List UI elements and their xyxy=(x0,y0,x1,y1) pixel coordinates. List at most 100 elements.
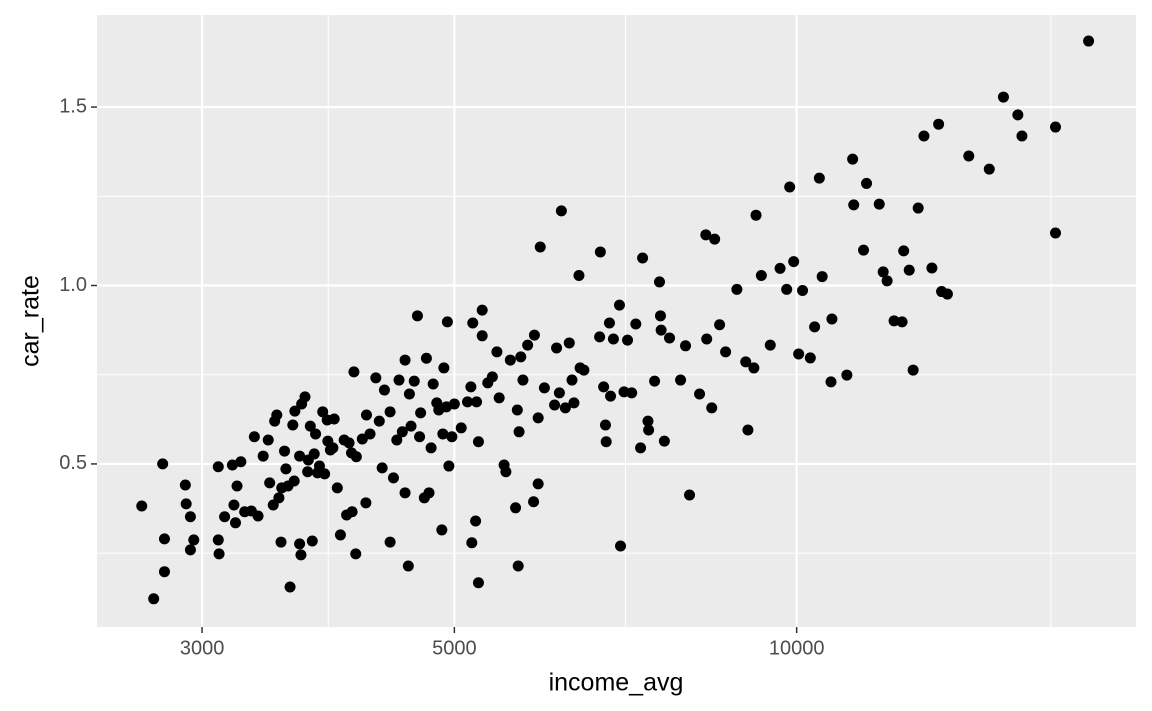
point xyxy=(841,369,853,381)
point xyxy=(781,283,793,295)
point xyxy=(441,316,453,328)
point xyxy=(568,397,580,409)
point xyxy=(373,415,385,427)
point xyxy=(180,498,192,510)
point xyxy=(308,448,320,460)
point xyxy=(933,118,945,130)
point xyxy=(528,496,540,508)
point xyxy=(472,436,484,448)
point xyxy=(402,560,414,572)
point xyxy=(271,409,283,421)
point xyxy=(637,252,649,264)
point xyxy=(510,502,522,514)
point xyxy=(654,276,666,288)
point xyxy=(470,515,482,527)
point xyxy=(694,388,706,400)
point xyxy=(343,437,355,449)
point xyxy=(466,537,478,549)
point xyxy=(684,489,696,501)
point xyxy=(903,264,915,276)
point xyxy=(788,256,800,268)
point xyxy=(288,475,300,487)
point xyxy=(528,329,540,341)
point xyxy=(594,246,606,258)
point xyxy=(731,283,743,295)
point xyxy=(750,209,762,221)
point xyxy=(184,544,196,556)
point xyxy=(310,428,322,440)
point xyxy=(511,404,523,416)
point xyxy=(551,342,563,354)
point xyxy=(364,428,376,440)
point xyxy=(229,517,241,529)
point xyxy=(248,431,260,443)
point xyxy=(427,378,439,390)
point xyxy=(462,396,474,408)
point xyxy=(515,351,527,363)
point xyxy=(748,362,760,374)
point xyxy=(793,348,805,360)
point xyxy=(764,339,776,351)
point xyxy=(448,398,460,410)
point xyxy=(235,456,247,468)
point xyxy=(231,480,243,492)
point xyxy=(188,534,200,546)
point xyxy=(615,540,627,552)
point xyxy=(493,392,505,404)
point xyxy=(226,459,238,471)
point xyxy=(476,304,488,316)
point xyxy=(437,428,449,440)
point xyxy=(888,315,900,327)
point xyxy=(605,390,617,402)
point xyxy=(472,577,484,589)
point xyxy=(532,478,544,490)
point xyxy=(630,318,642,330)
point xyxy=(289,405,301,417)
point xyxy=(360,409,372,421)
point xyxy=(826,313,838,325)
point xyxy=(873,198,885,210)
point xyxy=(212,461,224,473)
point xyxy=(742,424,754,436)
y-tick-label: 1.5 xyxy=(59,95,87,117)
point xyxy=(212,534,224,546)
point xyxy=(467,317,479,329)
point xyxy=(387,472,399,484)
point xyxy=(348,366,360,378)
point xyxy=(415,407,427,419)
point xyxy=(675,374,687,386)
point xyxy=(302,466,314,478)
point xyxy=(898,245,910,257)
point xyxy=(578,364,590,376)
y-axis-title: car_rate xyxy=(17,275,45,367)
point xyxy=(319,468,331,480)
point xyxy=(136,500,148,512)
point xyxy=(376,462,388,474)
point xyxy=(573,270,585,282)
point xyxy=(1050,227,1062,239)
point xyxy=(649,375,661,387)
point xyxy=(664,332,676,344)
point xyxy=(881,275,893,287)
point xyxy=(294,538,306,550)
point xyxy=(912,202,924,214)
point xyxy=(179,479,191,491)
point xyxy=(635,442,647,454)
point xyxy=(425,442,437,454)
point xyxy=(157,458,169,470)
point xyxy=(327,442,339,454)
point xyxy=(709,233,721,245)
point xyxy=(346,506,358,518)
point xyxy=(465,381,477,393)
point xyxy=(714,319,726,331)
point xyxy=(858,244,870,256)
point xyxy=(522,339,534,351)
point xyxy=(360,497,372,509)
point xyxy=(740,356,752,368)
point xyxy=(391,434,403,446)
point xyxy=(500,466,512,478)
point xyxy=(598,381,610,393)
point xyxy=(517,374,529,386)
point xyxy=(279,445,291,457)
